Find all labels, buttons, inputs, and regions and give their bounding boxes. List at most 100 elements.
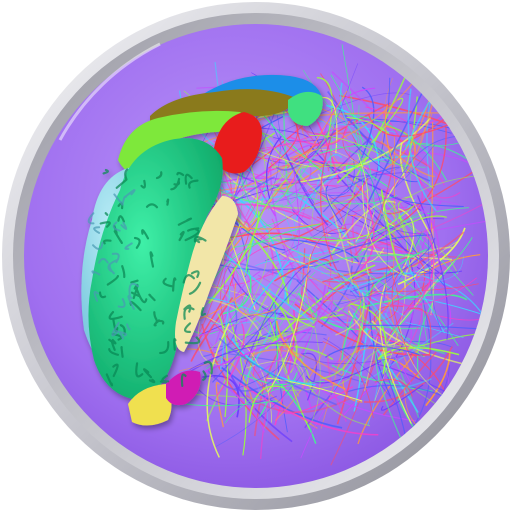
fiber-strand bbox=[216, 247, 299, 326]
fiber-strand bbox=[244, 394, 351, 414]
fiber-strand bbox=[419, 233, 435, 302]
fiber-strand bbox=[316, 216, 461, 258]
fiber-strand bbox=[405, 322, 464, 338]
fiber-strand bbox=[322, 166, 400, 213]
fiber-strand bbox=[367, 114, 451, 137]
fiber-strand bbox=[209, 228, 270, 351]
gyrus-line bbox=[140, 179, 146, 189]
gyrus-line bbox=[108, 263, 115, 275]
fiber-strand bbox=[229, 253, 248, 324]
gyrus-line bbox=[115, 178, 128, 189]
cortex-surface bbox=[81, 74, 323, 426]
fiber-strand bbox=[189, 341, 323, 371]
gyrus-line bbox=[148, 293, 156, 302]
fiber-strand bbox=[257, 331, 327, 343]
fiber-strand bbox=[246, 115, 281, 235]
fiber-tracts bbox=[143, 44, 488, 466]
gyrus-line bbox=[166, 198, 170, 206]
gyrus-line bbox=[102, 168, 109, 175]
gyrus-line bbox=[172, 277, 177, 292]
fiber-strand bbox=[255, 260, 360, 297]
gyrus-line bbox=[177, 217, 193, 226]
fiber-strand bbox=[265, 135, 282, 200]
fiber-strand bbox=[329, 310, 412, 384]
cortex-green-nub bbox=[288, 91, 323, 126]
fiber-strand bbox=[238, 382, 379, 436]
fiber-strand bbox=[314, 254, 417, 269]
fiber-strand bbox=[333, 118, 452, 134]
fiber-strand bbox=[336, 246, 422, 258]
fiber-strand bbox=[269, 321, 311, 430]
gyrus-line bbox=[187, 227, 200, 232]
fiber-strand bbox=[330, 328, 379, 466]
fiber-strand bbox=[339, 223, 406, 256]
fiber-strand bbox=[363, 324, 480, 330]
fiber-strand bbox=[399, 113, 433, 167]
cortex-lime-region bbox=[118, 110, 246, 173]
fiber-strand bbox=[226, 144, 315, 202]
fiber-strand bbox=[330, 109, 344, 173]
gyrus-line bbox=[184, 336, 201, 345]
fiber-strand bbox=[216, 320, 245, 397]
gyrus-line bbox=[112, 363, 119, 378]
fiber-strand bbox=[393, 144, 436, 189]
fiber-strand bbox=[359, 196, 488, 249]
fiber-strand bbox=[331, 364, 433, 393]
fiber-strand bbox=[207, 370, 275, 392]
fiber-strand bbox=[285, 238, 360, 263]
gyrus-line bbox=[145, 203, 159, 209]
gyrus-line bbox=[120, 221, 128, 230]
gyrus-line bbox=[148, 378, 156, 384]
gyrus-line bbox=[105, 373, 114, 387]
fiber-strand bbox=[225, 232, 318, 244]
gyrus-line bbox=[180, 373, 187, 387]
fiber-strand bbox=[321, 197, 459, 206]
ring-highlight bbox=[58, 42, 161, 141]
fiber-strand bbox=[273, 258, 332, 282]
gyrus-line bbox=[162, 277, 174, 288]
fiber-strand bbox=[331, 300, 421, 330]
fiber-strand bbox=[333, 231, 423, 306]
fiber-strand bbox=[207, 316, 264, 389]
gyrus-line bbox=[124, 168, 129, 181]
fiber-strand bbox=[393, 261, 450, 330]
fiber-strand bbox=[380, 197, 440, 263]
fiber-strand bbox=[256, 129, 369, 192]
fiber-strand bbox=[256, 118, 370, 154]
gyrus-line bbox=[141, 229, 150, 240]
fiber-strand bbox=[323, 337, 397, 406]
gyrus-line bbox=[161, 374, 170, 383]
fiber-strand bbox=[209, 315, 262, 324]
fiber-strand bbox=[354, 156, 395, 257]
gyrus-line bbox=[193, 235, 207, 243]
fiber-strand bbox=[371, 98, 404, 144]
fiber-strand bbox=[305, 217, 332, 319]
gyrus-line bbox=[203, 360, 213, 375]
gyrus-line bbox=[98, 257, 109, 264]
fiber-strand bbox=[417, 302, 434, 377]
cortex-magenta-region bbox=[166, 370, 201, 406]
fiber-strand bbox=[374, 305, 404, 342]
gyrus-line bbox=[87, 212, 95, 225]
fiber-strand bbox=[324, 231, 465, 283]
fiber-strand bbox=[341, 248, 428, 360]
fiber-strand bbox=[383, 272, 410, 369]
gyrus-line bbox=[190, 270, 200, 278]
fiber-strand bbox=[431, 217, 435, 283]
fiber-strand bbox=[282, 356, 300, 397]
fiber-strand bbox=[266, 377, 363, 402]
fiber-strand bbox=[260, 167, 401, 205]
gyrus-line bbox=[106, 275, 119, 286]
fiber-strand bbox=[319, 144, 392, 163]
gyrus-line bbox=[92, 241, 104, 250]
gyrus-line bbox=[124, 242, 133, 250]
fiber-strand bbox=[221, 354, 293, 443]
fiber-strand bbox=[239, 372, 297, 385]
fiber-strand bbox=[313, 137, 372, 192]
fiber-strand bbox=[380, 260, 456, 359]
fiber-strand bbox=[335, 292, 365, 336]
fiber-strand bbox=[248, 260, 291, 313]
fiber-strand bbox=[357, 86, 375, 167]
fiber-strand bbox=[318, 139, 351, 193]
